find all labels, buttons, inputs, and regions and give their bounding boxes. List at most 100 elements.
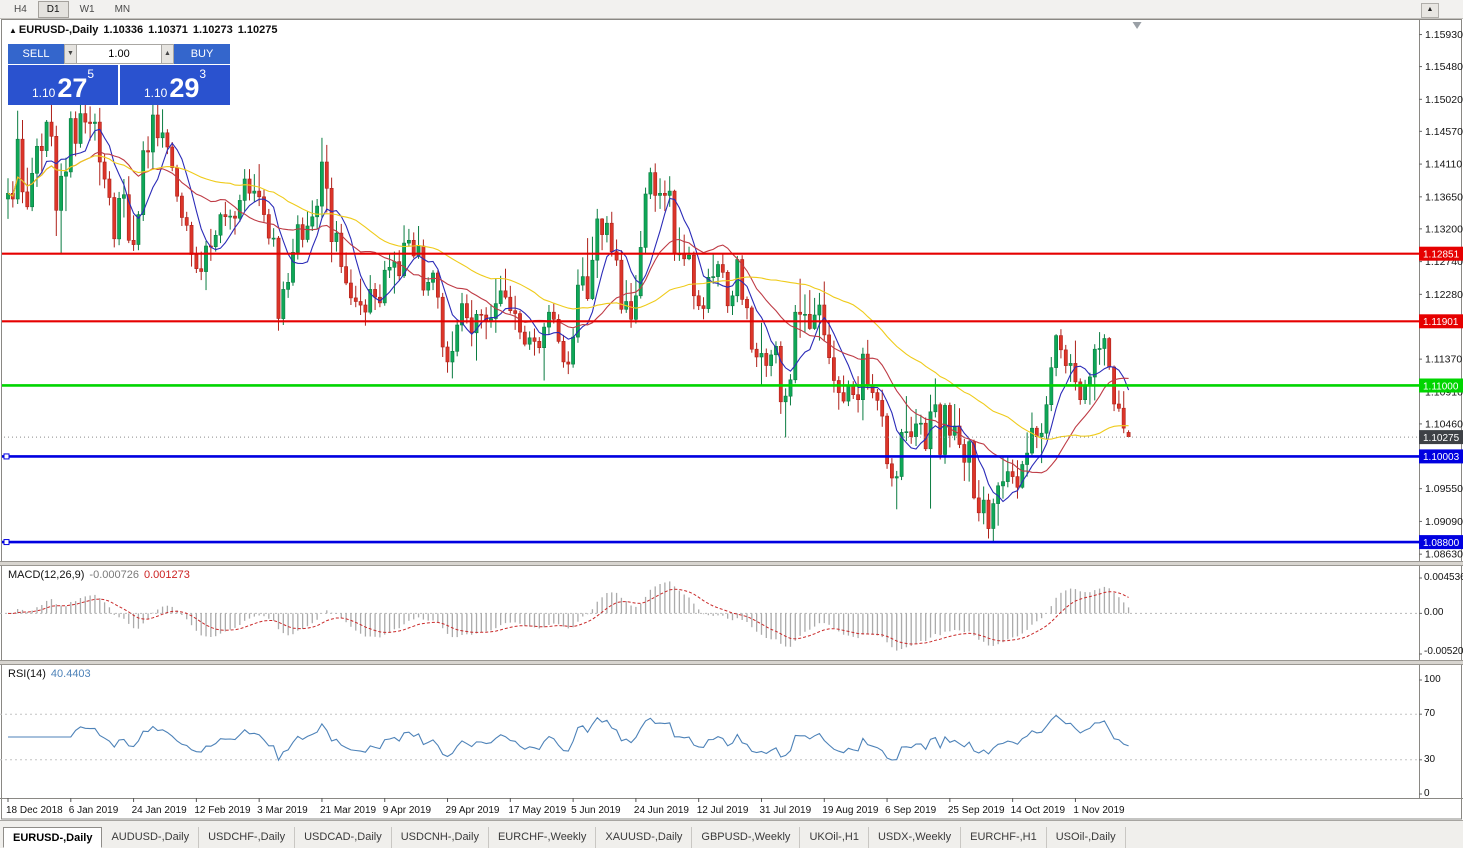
buy-price-point: 3 [199,67,207,81]
chart-tab-usdcnh-daily[interactable]: USDCNH-,Daily [392,827,489,848]
panel-splitter[interactable] [0,561,1463,566]
candlestick-series [6,100,1131,543]
price-tick-label: 1.13200 [1425,223,1463,235]
chart-tab-eurchf-h1[interactable]: EURCHF-,H1 [961,827,1047,848]
volume-decrease-button[interactable]: ▼ [64,44,77,64]
price-tick-label: 1.10460 [1425,418,1463,430]
rsi-value: 40.4403 [50,668,91,680]
sell-price-button[interactable]: 1.10 27 5 [8,65,118,105]
price-badge-label: 1.08800 [1423,538,1460,549]
timeframe-d1-button[interactable]: D1 [37,0,69,18]
symbol-period-label: EURUSD-,Daily [18,24,99,36]
sell-price-prefix: 1.10 [31,86,56,100]
macd-signal-line [7,588,1129,645]
hline-handle[interactable] [3,453,10,460]
chart-tabs-bar: EURUSD-,Daily AUDUSD-,Daily USDCHF-,Daily U… [0,820,1463,848]
macd-signal-value: 0.001273 [143,569,190,581]
rsi-level-100-label: 100 [1424,674,1441,685]
ma-fast-line [7,128,1130,503]
chart-window-border [1,19,1462,820]
chart-tab-usoil-daily[interactable]: USOil-,Daily [1047,827,1126,848]
chart-shift-marker [1132,22,1142,29]
price-badge [1419,378,1463,393]
buy-button[interactable]: BUY [174,44,230,64]
macd-scale-bottom-label: -0.005205 [1424,646,1463,657]
rsi-name: RSI(14) [8,668,46,680]
price-badge [1419,535,1463,550]
one-click-trading-panel: SELL ▼ 1.00 ▲ BUY 1.10 27 5 1.10 29 3 [8,44,230,105]
rsi-line [8,714,1129,762]
rsi-indicator-label: RSI(14) 40.4403 [8,668,96,680]
date-label: 5 Jun 2019 [571,805,621,816]
price-tick-label: 1.15930 [1425,29,1463,41]
ma-slow-line [7,155,1129,440]
sell-button[interactable]: SELL [8,44,64,64]
timeframe-mn-button[interactable]: MN [114,3,131,15]
price-tick-label: 1.14570 [1425,126,1463,138]
date-label: 3 Mar 2019 [257,805,308,816]
price-badge-label: 1.11000 [1423,381,1459,392]
date-label: 25 Sep 2019 [948,805,1005,816]
date-label: 12 Jul 2019 [697,805,749,816]
date-label: 24 Jan 2019 [132,805,187,816]
timeframe-h4-button[interactable]: H4 [14,3,27,15]
price-badge-label: 1.10275 [1423,433,1460,444]
date-label: 24 Jun 2019 [634,805,689,816]
date-label: 18 Dec 2018 [6,805,63,816]
price-tick-label: 1.12280 [1425,289,1463,301]
panel-splitter[interactable] [0,660,1463,665]
buy-price-pips: 29 [169,73,200,103]
buy-price-prefix: 1.10 [143,86,168,100]
chart-tab-eurusd-daily[interactable]: EURUSD-,Daily [3,827,103,848]
price-tick-label: 1.09550 [1425,483,1463,495]
price-badge [1419,449,1463,464]
price-tick-label: 1.14110 [1425,159,1462,171]
price-badge-label: 1.10003 [1423,452,1460,463]
ma-mid-line [7,151,1129,474]
chart-tab-usdcad-daily[interactable]: USDCAD-,Daily [295,827,392,848]
high-value: 1.10371 [148,24,188,36]
macd-histogram [7,581,1130,651]
chart-tab-eurchf-weekly[interactable]: EURCHF-,Weekly [489,827,597,848]
chart-tab-usdchf-daily[interactable]: USDCHF-,Daily [199,827,296,848]
chart-tab-gbpusd-weekly[interactable]: GBPUSD-,Weekly [692,827,801,848]
price-tick-label: 1.13650 [1425,191,1463,203]
rsi-level-0-label: 0 [1424,788,1430,799]
price-badge-label: 1.12851 [1423,250,1460,261]
buy-price-button[interactable]: 1.10 29 3 [120,65,230,105]
chart-tab-usdx-weekly[interactable]: USDX-,Weekly [869,827,962,848]
price-badge [1419,314,1463,329]
open-value: 1.10336 [103,24,144,36]
price-tick-label: 1.08630 [1425,549,1463,561]
price-badge [1419,246,1463,261]
date-label: 6 Sep 2019 [885,805,937,816]
chart-tab-audusd-daily[interactable]: AUDUSD-,Daily [102,827,200,848]
rsi-level-70-label: 70 [1424,708,1436,719]
macd-main-value: -0.000726 [89,569,139,581]
macd-scale-zero-label: 0.00 [1424,607,1444,618]
hline-handle[interactable] [3,539,10,546]
date-label: 6 Jan 2019 [69,805,119,816]
volume-increase-button[interactable]: ▲ [161,44,174,64]
price-tick-label: 1.15480 [1425,61,1463,73]
price-tick-label: 1.15020 [1425,94,1463,106]
date-label: 14 Oct 2019 [1011,805,1066,816]
volume-input[interactable]: 1.00 [77,44,161,64]
sell-price-point: 5 [87,67,95,81]
date-label: 12 Feb 2019 [194,805,251,816]
scroll-up-icon[interactable]: ▲ [1421,3,1439,18]
price-badge [1419,430,1463,445]
close-value: 1.10275 [237,24,278,36]
timeframe-toolbar: H4 D1 W1 MN ▲ [0,0,1463,19]
sell-price-pips: 27 [57,73,88,103]
macd-scale-top-label: 0.004536 [1424,572,1463,583]
date-label: 29 Apr 2019 [446,805,500,816]
date-label: 31 Jul 2019 [759,805,811,816]
chart-tab-ukoil-h1[interactable]: UKOil-,H1 [800,827,869,848]
price-tick-label: 1.11370 [1425,354,1462,366]
timeframe-w1-button[interactable]: W1 [79,3,95,15]
date-label: 17 May 2019 [508,805,566,816]
date-label: 9 Apr 2019 [383,805,432,816]
chart-tab-xauusd-daily[interactable]: XAUUSD-,Daily [596,827,693,848]
